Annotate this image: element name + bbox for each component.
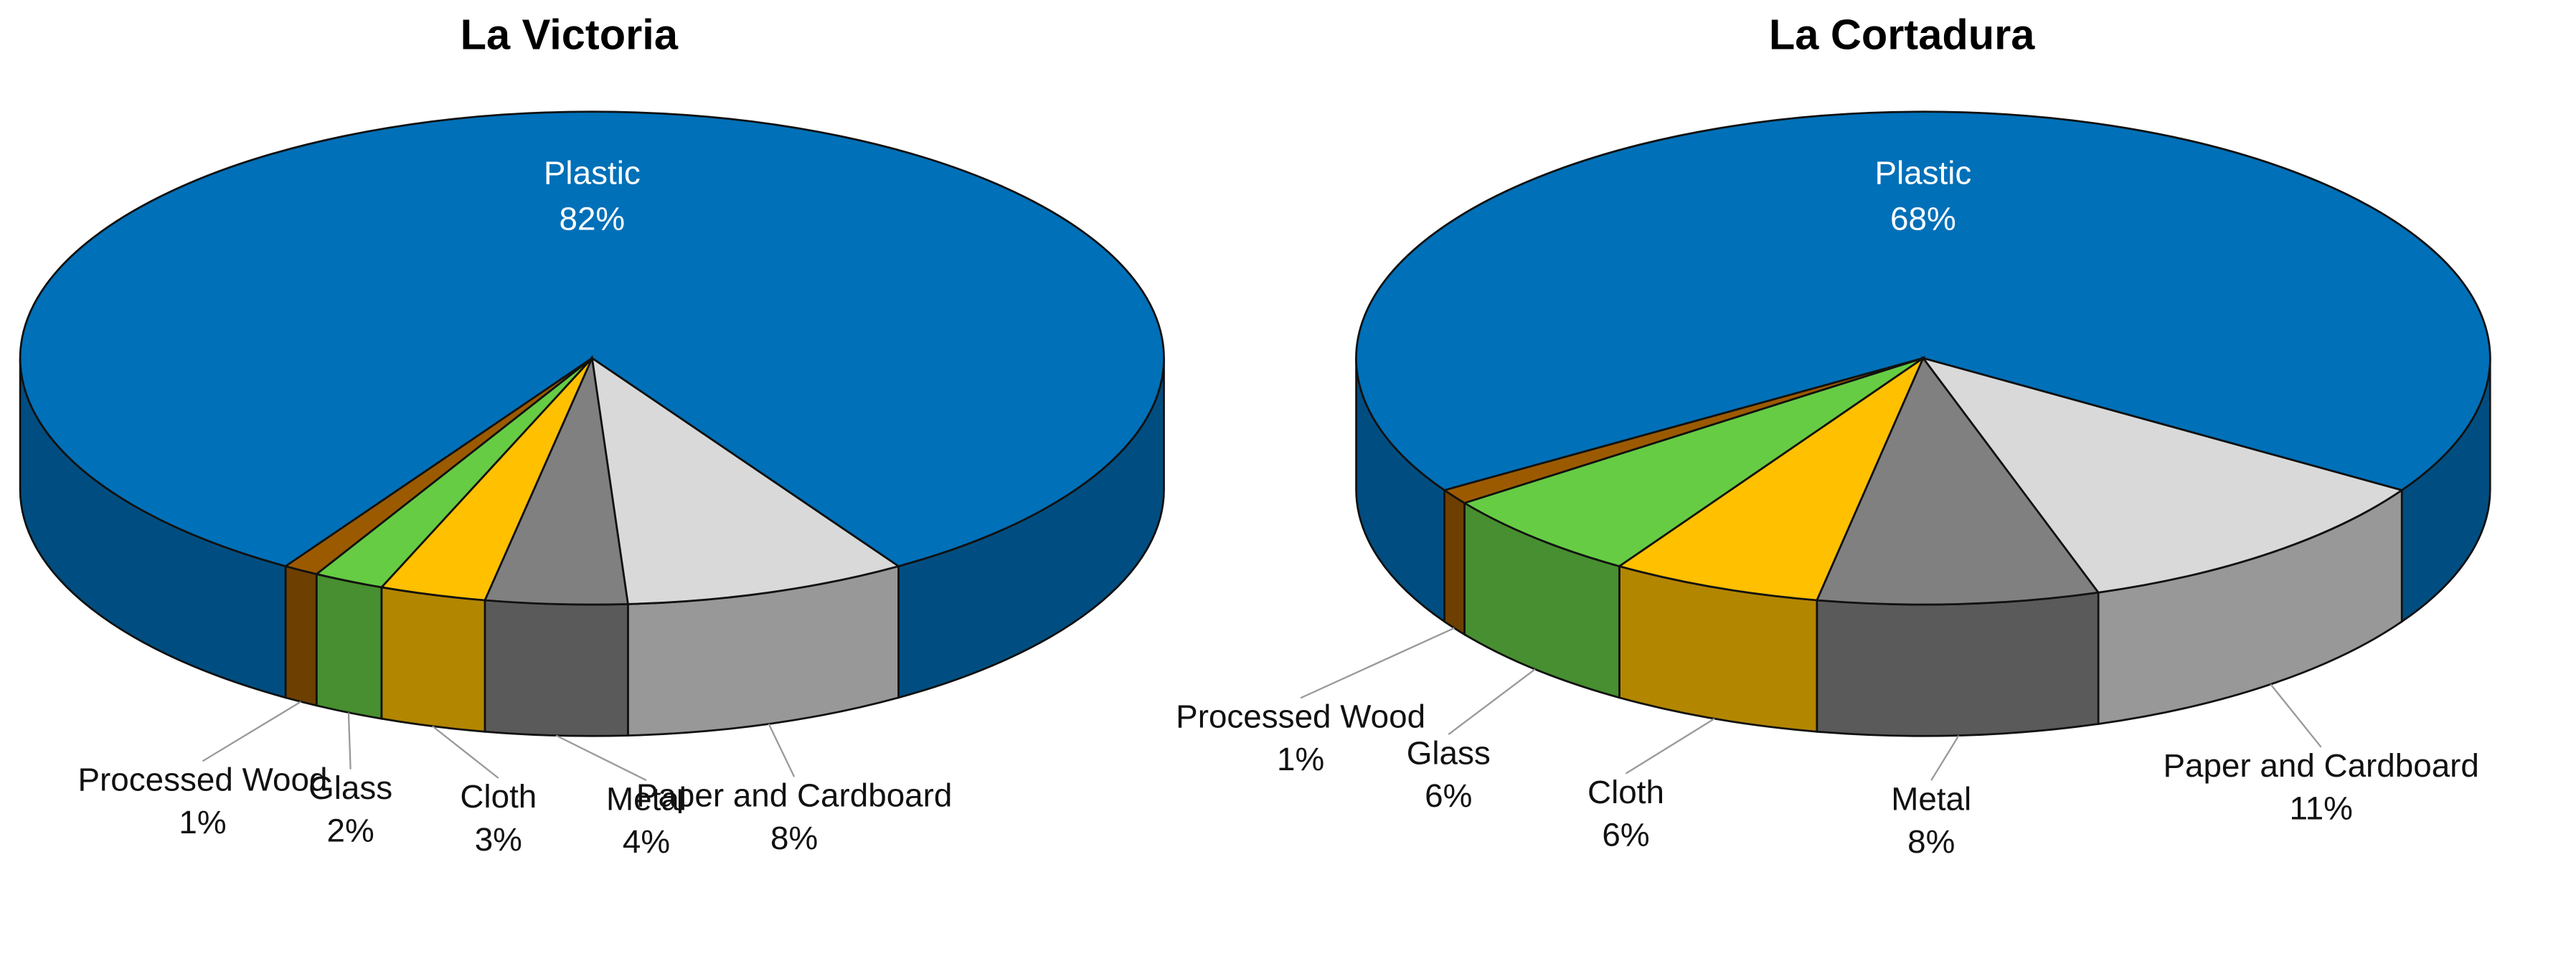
- leader-line: [1300, 627, 1455, 699]
- slice: [283, 357, 593, 576]
- slice-value-label: 3%: [475, 821, 522, 858]
- slice: [483, 354, 629, 606]
- slice-side: [1443, 488, 1466, 637]
- leader-line: [202, 701, 302, 762]
- slice-side: [315, 572, 383, 720]
- slice-side: [1816, 591, 2100, 737]
- slice-label: Metal: [1891, 780, 1971, 817]
- chart-title: La Victoria: [461, 11, 679, 59]
- slice-label: Cloth: [460, 778, 537, 815]
- slice-side: [483, 599, 629, 737]
- slice-value-label: 6%: [1602, 816, 1649, 853]
- slice-value-label: 11%: [2290, 790, 2353, 827]
- slice-value-label: 68%: [1890, 201, 1956, 237]
- leader-line: [768, 723, 796, 777]
- slice-value-label: 1%: [1277, 741, 1324, 777]
- slice-label: Plastic: [1874, 155, 1971, 191]
- slice: [1617, 355, 1926, 602]
- slice-value-label: 1%: [179, 804, 226, 840]
- leader-line: [2270, 683, 2322, 748]
- pie-chart: La Cortadura Plastic 68% Processed Wood 1% Gl…: [1176, 11, 2491, 860]
- slice-value-label: 8%: [770, 820, 818, 856]
- slice-label: Processed Wood: [78, 762, 328, 798]
- slice: [590, 356, 901, 605]
- slice: [1462, 357, 1924, 568]
- slice-label: Glass: [1407, 734, 1491, 771]
- pie-chart: La Victoria Plastic 82% Processed Wood 1% Gla…: [19, 11, 1165, 860]
- slice-value-label: 4%: [623, 823, 670, 860]
- slice: [19, 110, 1165, 568]
- leader-line: [347, 712, 352, 770]
- leader-line: [1625, 718, 1715, 775]
- slice-side: [284, 564, 318, 707]
- slice-label: Glass: [308, 770, 392, 806]
- slice-label: Metal: [606, 780, 687, 817]
- slice-value-label: 6%: [1425, 777, 1472, 814]
- leader-line: [1930, 735, 1960, 781]
- slice: [1355, 110, 2491, 492]
- slice-value-label: 2%: [327, 812, 374, 848]
- slice-value-label: 82%: [560, 201, 626, 237]
- slice-label: Processed Wood: [1176, 698, 1425, 734]
- slice-label: Paper and Cardboard: [636, 777, 952, 813]
- slice-label: Paper and Cardboard: [2163, 747, 2478, 784]
- slice-label: Plastic: [544, 155, 641, 191]
- chart-title: La Cortadura: [1769, 11, 2035, 59]
- slice-value-label: 8%: [1907, 823, 1955, 860]
- slice: [1815, 356, 2100, 606]
- leader-line: [432, 725, 499, 779]
- slice-side: [380, 586, 486, 733]
- leader-line: [555, 734, 647, 782]
- slice: [1442, 357, 1924, 504]
- leader-line: [1448, 668, 1536, 735]
- slice-label: Cloth: [1587, 774, 1664, 810]
- slice: [1920, 356, 2405, 594]
